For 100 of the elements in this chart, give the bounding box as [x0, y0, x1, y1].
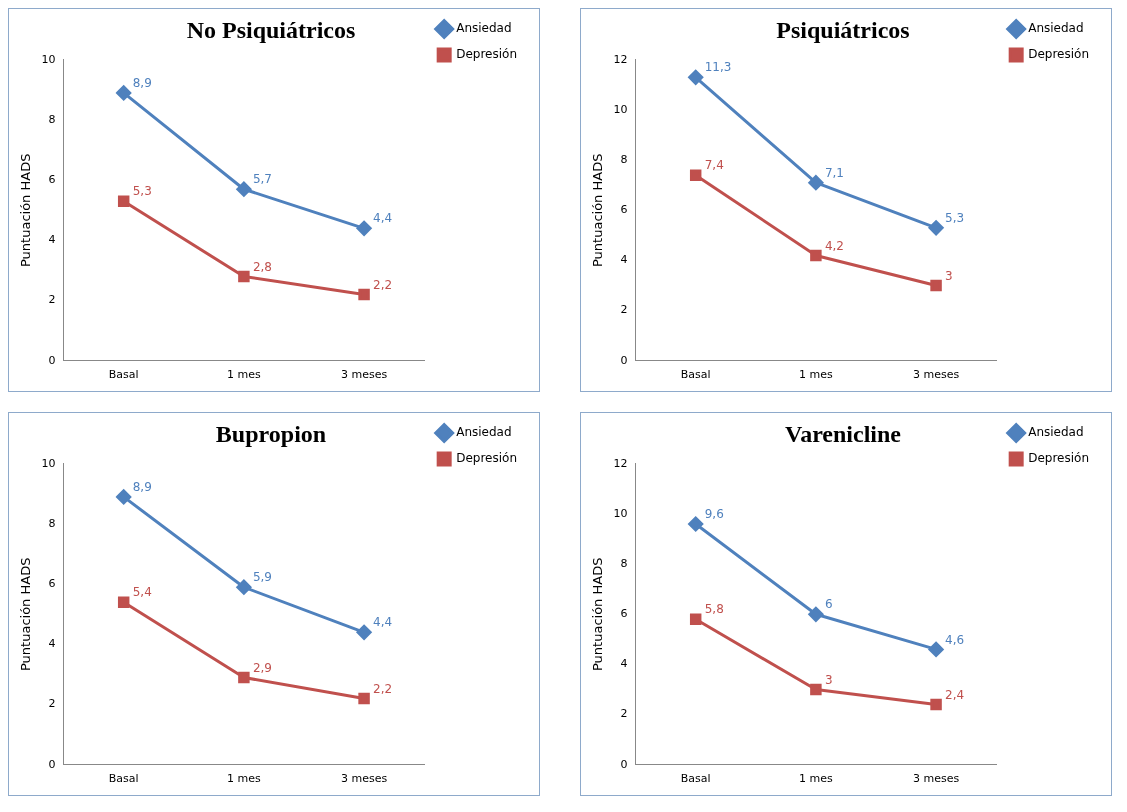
data-label: 4,6	[945, 632, 965, 647]
data-label: 8,9	[132, 76, 152, 91]
point	[930, 279, 942, 292]
point	[116, 489, 132, 505]
y-tick-label: 12	[613, 52, 628, 66]
legend-label: Ansiedad	[456, 425, 512, 440]
data-label: 5,4	[132, 585, 152, 600]
chart-title: Bupropion	[215, 420, 327, 447]
data-label: 2,2	[373, 681, 393, 696]
x-tick-label: Basal	[680, 772, 711, 786]
data-label: 5,3	[132, 184, 152, 199]
point	[930, 698, 942, 711]
y-tick-label: 6	[620, 203, 628, 217]
y-axis-title: Puntuación HADS	[18, 557, 34, 672]
data-label: 7,4	[704, 158, 724, 173]
y-tick-label: 12	[613, 456, 628, 470]
point	[117, 596, 130, 608]
y-tick-label: 4	[48, 637, 56, 651]
y-tick-label: 4	[620, 253, 628, 267]
data-label: 6	[824, 597, 833, 612]
y-tick-label: 8	[48, 516, 56, 530]
y-tick-label: 0	[48, 757, 56, 771]
y-tick-label: 0	[48, 353, 56, 367]
data-label: 9,6	[704, 507, 724, 522]
data-label: 4,4	[373, 211, 393, 226]
y-axis-title: Puntuación HADS	[18, 153, 34, 268]
point	[236, 181, 252, 197]
data-label: 11,3	[704, 60, 732, 75]
x-tick-label: 1 mes	[227, 772, 261, 786]
y-tick-label: 4	[620, 657, 628, 671]
y-tick-label: 8	[48, 112, 56, 126]
point	[356, 220, 372, 236]
data-label: 2,2	[373, 277, 393, 292]
y-tick-label: 8	[620, 556, 628, 570]
point	[928, 641, 944, 657]
data-label: 5,8	[704, 602, 724, 617]
y-tick-label: 6	[48, 577, 56, 591]
data-label: 2,4	[945, 687, 965, 702]
x-tick-label: Basal	[680, 368, 711, 382]
y-tick-label: 2	[620, 707, 628, 721]
data-label: 4,4	[373, 615, 393, 630]
data-label: 3	[824, 672, 833, 687]
point	[808, 175, 824, 191]
y-axis-title: Puntuación HADS	[590, 153, 606, 268]
y-tick-label: 6	[620, 607, 628, 621]
legend-label: Depresión	[1028, 47, 1089, 62]
data-label: 2,9	[252, 660, 272, 675]
data-label: 5,3	[945, 210, 965, 225]
chart-title: Psiquiátricos	[776, 16, 910, 43]
point	[689, 169, 702, 181]
point	[117, 195, 130, 208]
point	[689, 613, 702, 626]
x-tick-label: 1 mes	[799, 772, 833, 786]
y-tick-label: 4	[48, 233, 56, 247]
chart-title: Varenicline	[784, 420, 902, 447]
legend-label: Ansiedad	[1028, 21, 1084, 36]
x-tick-label: 3 meses	[912, 368, 960, 382]
x-tick-label: 3 meses	[340, 368, 388, 382]
x-tick-label: 1 mes	[227, 368, 261, 382]
point	[116, 85, 132, 101]
x-tick-label: 1 mes	[799, 368, 833, 382]
data-label: 3	[945, 268, 953, 283]
y-tick-label: 2	[620, 303, 628, 317]
y-tick-label: 10	[613, 506, 628, 520]
legend-label: Ansiedad	[1028, 425, 1084, 440]
y-tick-label: 8	[620, 152, 628, 166]
point	[358, 692, 370, 705]
data-label: 7,1	[824, 165, 844, 180]
chart-title: No Psiquiátricos	[186, 16, 356, 43]
point	[238, 270, 250, 283]
x-tick-label: Basal	[108, 368, 139, 382]
point	[808, 606, 824, 622]
point	[236, 579, 252, 595]
legend-label: Depresión	[456, 451, 517, 466]
y-tick-label: 6	[48, 173, 56, 187]
point	[810, 249, 822, 262]
x-tick-label: 3 meses	[340, 772, 388, 786]
legend-label: Depresión	[1028, 451, 1089, 466]
data-label: 4,2	[824, 238, 844, 253]
y-axis-title: Puntuación HADS	[590, 557, 606, 672]
legend-label: Ansiedad	[456, 21, 512, 36]
point	[810, 683, 822, 696]
point	[688, 69, 704, 85]
y-tick-label: 10	[41, 52, 56, 66]
data-label: 5,9	[252, 570, 272, 585]
data-label: 8,9	[132, 480, 152, 495]
y-tick-label: 2	[48, 293, 56, 307]
y-tick-label: 0	[620, 353, 628, 367]
point	[238, 671, 250, 684]
y-tick-label: 2	[48, 697, 56, 711]
data-label: 5,7	[252, 172, 272, 187]
point	[356, 624, 372, 640]
y-tick-label: 10	[613, 102, 628, 116]
point	[688, 516, 704, 532]
x-tick-label: Basal	[108, 772, 139, 786]
data-label: 2,8	[252, 259, 272, 274]
x-tick-label: 3 meses	[912, 772, 960, 786]
point	[358, 288, 370, 301]
legend-label: Depresión	[456, 47, 517, 62]
point	[928, 220, 944, 236]
